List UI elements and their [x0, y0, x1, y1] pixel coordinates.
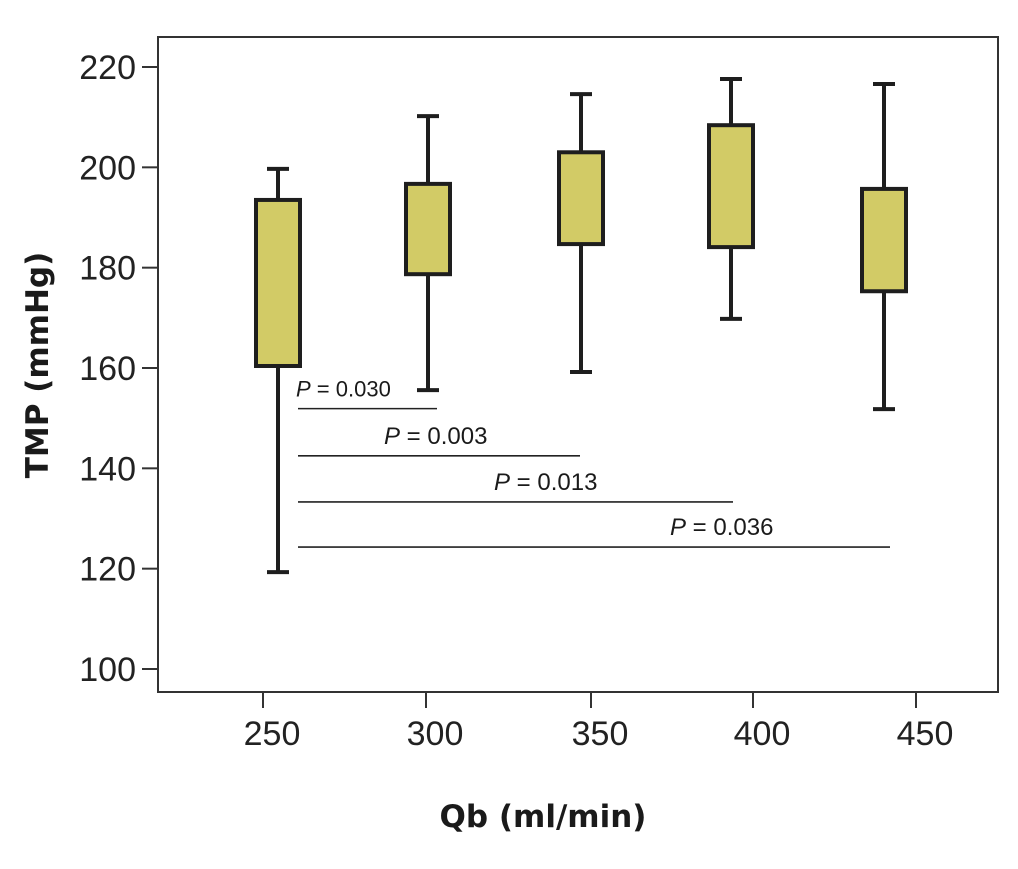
box-series [254, 77, 908, 575]
iqr-box [254, 197, 302, 368]
x-axis: 250 300 350 400 450 [244, 692, 954, 753]
x-tick-label: 350 [572, 715, 629, 753]
box-350 [557, 92, 605, 375]
x-tick-label: 450 [897, 715, 954, 753]
p-value-label: P = 0.036 [670, 514, 773, 541]
iqr-box [404, 181, 452, 277]
iqr-box [860, 186, 908, 294]
plot-frame [157, 36, 999, 693]
x-tick-label: 400 [734, 715, 791, 753]
iqr-box [707, 123, 755, 250]
box-400 [707, 77, 755, 321]
p-value-label: P = 0.030 [296, 377, 391, 402]
y-tick-label: 140 [79, 450, 136, 488]
y-axis: 100 120 140 160 180 200 220 [79, 49, 158, 689]
y-tick-label: 180 [79, 250, 136, 288]
x-axis-title: Qb (ml/min) [440, 799, 647, 835]
box-300 [404, 114, 452, 393]
y-tick-label: 220 [79, 49, 136, 87]
y-tick-label: 160 [79, 350, 136, 388]
x-tick-label: 250 [244, 715, 301, 753]
p-value-label: P = 0.013 [494, 469, 597, 496]
box-450 [860, 82, 908, 412]
x-tick-label: 300 [407, 715, 464, 753]
significance-annotations: P = 0.030 P = 0.003 P = 0.013 P = 0.036 [296, 377, 890, 548]
box-250 [254, 166, 302, 575]
y-tick-label: 100 [79, 651, 136, 689]
p-value-label: P = 0.003 [384, 423, 487, 450]
y-axis-title: TMP (mmHg) [20, 252, 56, 479]
iqr-box [557, 150, 605, 247]
y-tick-label: 120 [79, 551, 136, 589]
y-tick-label: 200 [79, 149, 136, 187]
